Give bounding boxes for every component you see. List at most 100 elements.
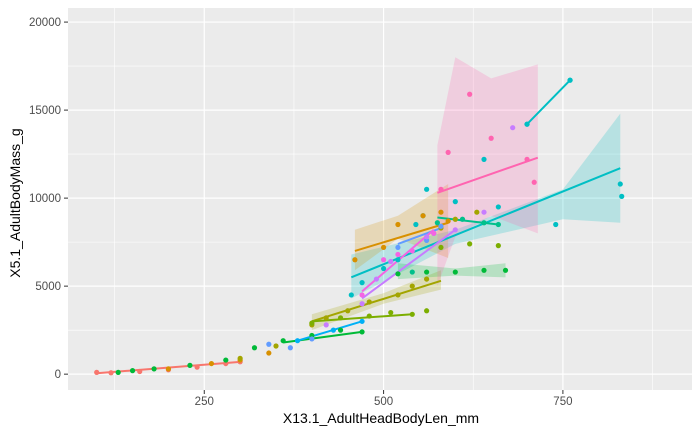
panel-background bbox=[68, 8, 692, 390]
data-point bbox=[452, 199, 458, 205]
data-point bbox=[467, 91, 473, 97]
fit-line-5 bbox=[311, 313, 413, 323]
data-point bbox=[438, 223, 444, 229]
data-point bbox=[481, 267, 487, 273]
data-point bbox=[424, 308, 430, 314]
fit-line-12 bbox=[437, 156, 539, 194]
data-point bbox=[359, 301, 365, 307]
data-point bbox=[294, 338, 301, 344]
data-point bbox=[395, 221, 401, 228]
data-point bbox=[309, 320, 315, 326]
data-point bbox=[488, 135, 494, 141]
data-point bbox=[438, 186, 444, 192]
data-point bbox=[434, 220, 440, 226]
data-point bbox=[409, 311, 415, 317]
fit-line-1 bbox=[526, 79, 571, 125]
data-point bbox=[388, 309, 394, 316]
data-point bbox=[108, 370, 114, 376]
data-point bbox=[395, 257, 401, 263]
data-point bbox=[309, 336, 315, 342]
data-point bbox=[424, 276, 430, 282]
data-point bbox=[165, 366, 172, 372]
data-point bbox=[223, 357, 229, 363]
data-point bbox=[510, 125, 516, 131]
data-point bbox=[424, 234, 430, 240]
data-point bbox=[467, 241, 473, 247]
data-point bbox=[409, 248, 415, 254]
data-point bbox=[359, 318, 365, 324]
plot-panel bbox=[68, 8, 692, 390]
data-point bbox=[495, 204, 501, 210]
data-point bbox=[373, 276, 380, 282]
data-point bbox=[524, 156, 530, 162]
data-point bbox=[481, 156, 487, 162]
data-point bbox=[395, 271, 401, 277]
data-point bbox=[395, 292, 401, 298]
data-point bbox=[409, 283, 415, 289]
data-point bbox=[330, 327, 336, 333]
data-point bbox=[352, 257, 358, 263]
data-point bbox=[438, 209, 444, 215]
data-point bbox=[323, 315, 329, 321]
data-point bbox=[445, 218, 451, 224]
data-point bbox=[617, 181, 623, 187]
data-point bbox=[481, 209, 487, 215]
data-point bbox=[395, 251, 401, 258]
y-tick-label: 5000 bbox=[35, 281, 61, 293]
data-point bbox=[553, 221, 559, 228]
data-points bbox=[94, 77, 625, 376]
data-point bbox=[266, 350, 272, 356]
data-point bbox=[452, 227, 458, 233]
data-point bbox=[424, 186, 430, 192]
data-point bbox=[474, 209, 480, 215]
data-point bbox=[409, 269, 415, 275]
confidence-band-12 bbox=[437, 57, 538, 287]
fit-line-3 bbox=[354, 221, 449, 252]
axis-ticks: 250 500 750 0 5000 10000 15000 20000 bbox=[29, 17, 572, 408]
data-point bbox=[129, 368, 136, 374]
data-point bbox=[337, 327, 344, 333]
data-point bbox=[273, 343, 279, 349]
y-tick-label: 15000 bbox=[29, 105, 61, 117]
confidence-band-6 bbox=[397, 263, 506, 280]
data-point bbox=[619, 193, 625, 199]
data-point bbox=[388, 258, 394, 265]
y-tick-label: 10000 bbox=[29, 193, 61, 205]
data-point bbox=[452, 269, 458, 275]
data-point bbox=[438, 244, 444, 251]
fit-line-8 bbox=[297, 320, 363, 342]
data-point bbox=[395, 244, 401, 251]
data-point bbox=[380, 257, 387, 263]
fit-line-10 bbox=[361, 229, 456, 300]
data-point bbox=[287, 345, 293, 351]
data-point bbox=[187, 362, 193, 368]
data-point bbox=[359, 292, 365, 298]
x-axis-title: X13.1_AdultHeadBodyLen_mm bbox=[283, 410, 479, 426]
data-point bbox=[424, 269, 430, 275]
data-point bbox=[445, 149, 451, 155]
data-point bbox=[380, 244, 387, 251]
data-point bbox=[524, 121, 530, 127]
fit-line-4 bbox=[311, 279, 442, 323]
data-point bbox=[495, 243, 501, 249]
data-point bbox=[345, 308, 351, 314]
data-point bbox=[567, 77, 573, 83]
confidence-band-0 bbox=[351, 113, 621, 299]
y-axis-title: X5.1_AdultBodyMass_g bbox=[7, 128, 23, 277]
confidence-band-3 bbox=[354, 184, 449, 271]
data-point bbox=[359, 280, 365, 286]
data-point bbox=[431, 230, 437, 236]
data-point bbox=[280, 338, 286, 344]
data-point bbox=[251, 345, 258, 351]
data-point bbox=[115, 369, 121, 375]
data-point bbox=[237, 355, 243, 361]
data-point bbox=[194, 364, 200, 370]
data-point bbox=[348, 292, 354, 298]
data-point bbox=[151, 366, 157, 372]
data-point bbox=[366, 299, 372, 305]
data-point bbox=[420, 213, 426, 219]
data-point bbox=[323, 322, 329, 328]
y-tick-label: 20000 bbox=[29, 17, 61, 29]
data-point bbox=[137, 368, 143, 375]
